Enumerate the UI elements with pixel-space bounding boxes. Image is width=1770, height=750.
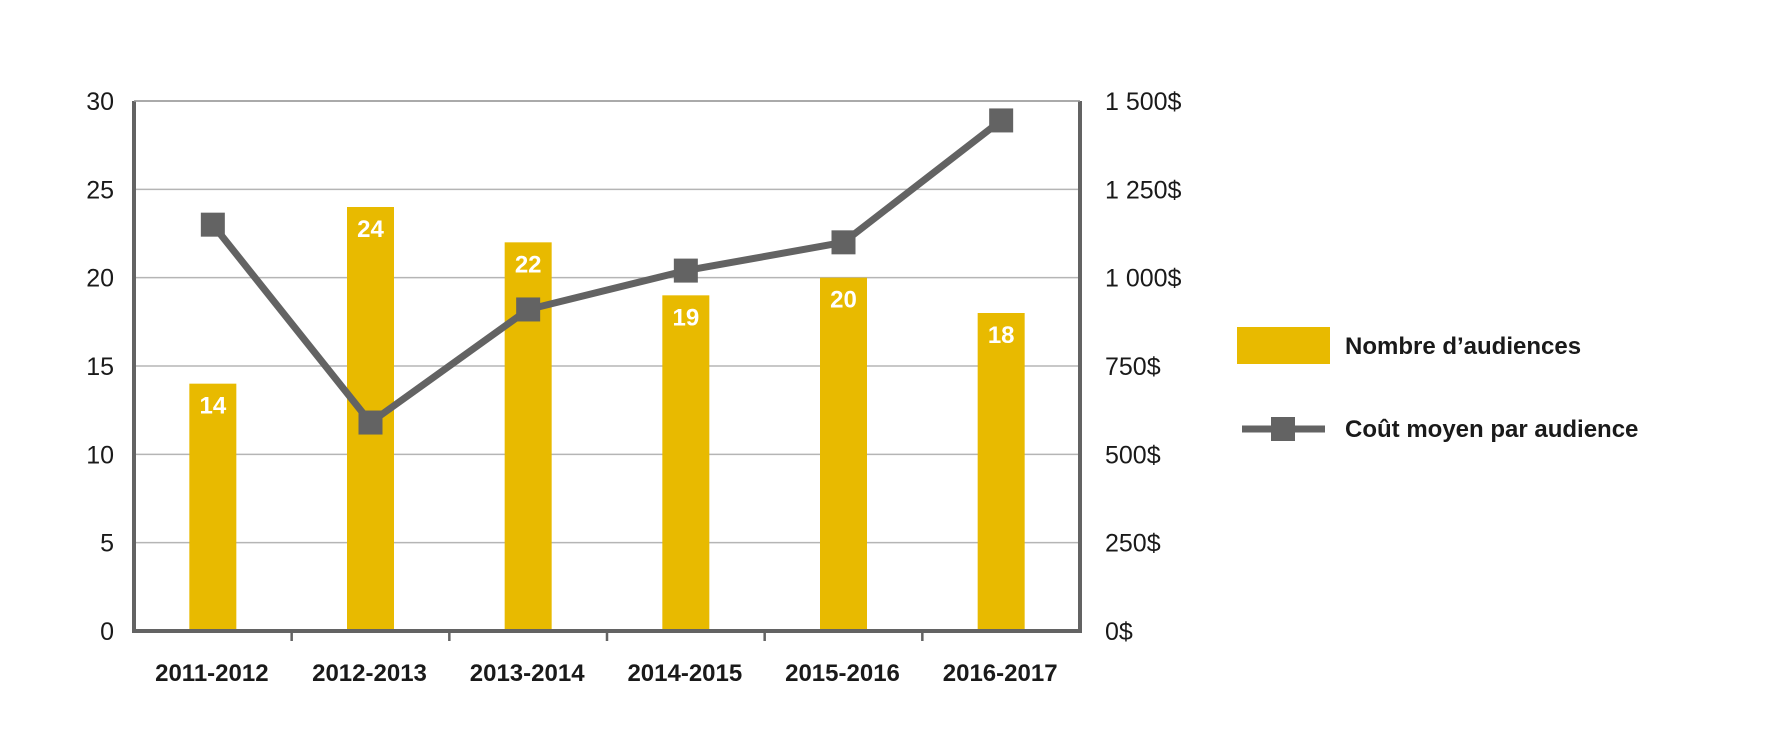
right-tick-label: 500$ bbox=[1105, 441, 1161, 469]
left-tick-label: 0 bbox=[100, 618, 114, 646]
bar bbox=[977, 313, 1025, 631]
right-tick-label: 0$ bbox=[1105, 618, 1133, 646]
bar bbox=[662, 295, 710, 631]
bars-series: 14 24 22 19 20 18 bbox=[189, 207, 1025, 632]
bar bbox=[189, 383, 237, 631]
line-marker bbox=[516, 297, 541, 322]
right-tick-label: 250$ bbox=[1105, 530, 1161, 558]
x-tick-label: 2014-2015 bbox=[627, 660, 742, 687]
x-tick-label: 2015-2016 bbox=[785, 660, 900, 687]
left-tick-label: 5 bbox=[100, 530, 114, 558]
left-tick-label: 30 bbox=[86, 88, 114, 116]
left-axis-ticks: 0 5 10 15 20 25 30 bbox=[86, 88, 114, 646]
axes bbox=[132, 100, 1082, 641]
right-tick-label: 1 250$ bbox=[1105, 176, 1182, 204]
x-tick-label: 2011-2012 bbox=[155, 660, 268, 687]
right-tick-label: 1 000$ bbox=[1105, 265, 1182, 293]
right-tick-label: 750$ bbox=[1105, 353, 1161, 381]
bar-data-label: 18 bbox=[988, 322, 1015, 349]
left-tick-label: 25 bbox=[86, 176, 114, 204]
line-marker bbox=[200, 212, 225, 237]
line-marker bbox=[358, 410, 383, 435]
line-marker bbox=[989, 108, 1014, 133]
x-tick-label: 2013-2014 bbox=[470, 660, 585, 687]
line-marker bbox=[673, 258, 698, 283]
left-tick-label: 15 bbox=[86, 353, 114, 381]
bar-data-label: 20 bbox=[830, 287, 857, 314]
legend-label-line: Coût moyen par audience bbox=[1345, 416, 1638, 443]
bar-data-label: 24 bbox=[357, 216, 384, 243]
legend-swatch-marker bbox=[1271, 417, 1295, 441]
line-series bbox=[200, 108, 1014, 435]
line-path bbox=[210, 117, 1004, 427]
bar-data-label: 22 bbox=[515, 251, 542, 278]
right-tick-label: 1 500$ bbox=[1105, 88, 1182, 116]
x-tick-label: 2016-2017 bbox=[943, 660, 1058, 687]
right-axis-ticks: 0$ 250$ 500$ 750$ 1 000$ 1 250$ 1 500$ bbox=[1105, 88, 1182, 646]
bar-data-label: 14 bbox=[199, 393, 226, 420]
left-tick-label: 20 bbox=[86, 265, 114, 293]
legend: Nombre d’audiences Coût moyen par audienc… bbox=[1237, 327, 1638, 443]
line-marker bbox=[831, 230, 856, 255]
bar-data-label: 19 bbox=[672, 304, 699, 331]
x-tick-label: 2012-2013 bbox=[312, 660, 427, 687]
legend-swatch-bar bbox=[1237, 327, 1330, 364]
left-tick-label: 10 bbox=[86, 441, 114, 469]
legend-label-bar: Nombre d’audiences bbox=[1345, 333, 1581, 360]
bar bbox=[820, 277, 867, 631]
x-axis-ticks: 2011-2012 2012-2013 2013-2014 2014-2015 2015… bbox=[155, 660, 1057, 687]
